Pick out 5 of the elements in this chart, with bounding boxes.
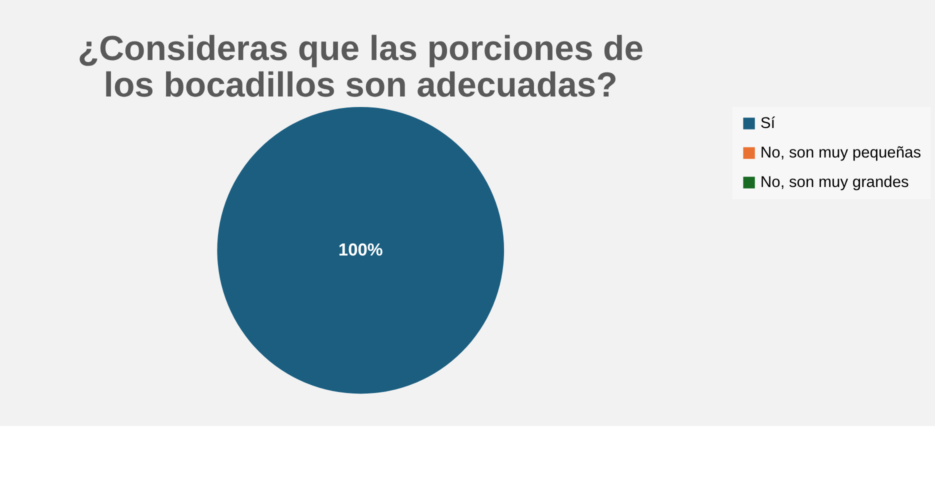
data-label: 100% — [338, 240, 383, 260]
legend-label: No, son muy pequeñas — [760, 144, 922, 162]
chart-title: ¿Consideras que las porciones de los bocadillos son adecuadas? — [78, 30, 644, 105]
legend-label: No, son muy grandes — [760, 174, 910, 191]
legend-label: Sí — [760, 114, 776, 132]
